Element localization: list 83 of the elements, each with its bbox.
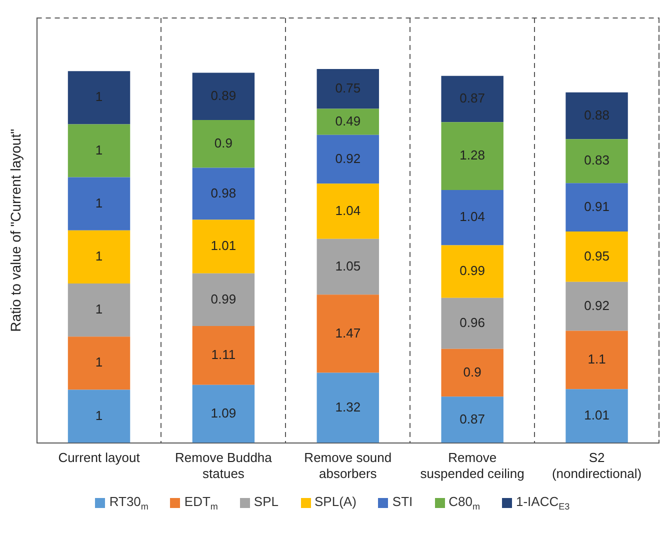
bar: [566, 389, 628, 443]
bar: [441, 245, 504, 298]
data-label: 1.01: [584, 408, 610, 423]
data-label: 1: [95, 408, 103, 423]
data-label: 1.09: [210, 405, 236, 420]
data-label: 0.99: [460, 263, 485, 278]
bar: [566, 282, 628, 331]
legend-label: C80$_{m}$: [448, 494, 480, 512]
bar: [441, 122, 504, 190]
data-label: 1.28: [460, 148, 485, 163]
data-label: 1: [95, 89, 103, 104]
bar: [68, 71, 130, 124]
bar: [316, 238, 380, 295]
data-label: 0.87: [460, 411, 485, 426]
data-label: 0.88: [584, 107, 610, 122]
x-tick-label: Remove sound absorbers: [304, 450, 392, 481]
legend-label: RT30$_{m}$: [109, 494, 148, 512]
bar: [192, 72, 255, 120]
x-tick-label: Remove Buddha statues: [175, 450, 273, 481]
legend-label: SPL(A): [314, 494, 356, 509]
data-label: 0.83: [584, 152, 610, 168]
bar: [192, 326, 255, 385]
bar: [68, 177, 130, 230]
data-label: 0.95: [584, 248, 610, 264]
bar: [566, 139, 628, 184]
data-label: 0.92: [335, 150, 361, 166]
bar: [68, 390, 130, 443]
bar: [441, 348, 504, 397]
bar: [192, 120, 255, 168]
bar: [316, 108, 380, 135]
bar: [192, 168, 255, 220]
data-label: 0.91: [584, 198, 610, 214]
bar: [316, 372, 380, 443]
data-label: 1.47: [335, 325, 361, 340]
bar: [316, 184, 380, 239]
data-label: 0.92: [584, 298, 610, 313]
data-label: 1: [95, 354, 103, 370]
legend-label: EDT$_{m}$: [184, 494, 218, 512]
data-label: 1.04: [460, 209, 485, 224]
bar: [566, 330, 628, 390]
bar: [566, 183, 628, 232]
y-axis-title: Ratio to value of "Current layout": [7, 128, 24, 332]
bar: [316, 134, 380, 184]
x-tick-label: S2 (nondirectional): [552, 450, 642, 481]
bar: [192, 273, 255, 326]
data-label: 1.1: [588, 352, 606, 367]
data-label: 1: [95, 248, 103, 264]
data-label: 0.87: [460, 90, 485, 106]
data-label: 0.96: [460, 314, 485, 330]
bar: [316, 68, 380, 109]
legend-label: STI: [392, 494, 413, 509]
data-label: 0.75: [335, 80, 361, 96]
bar: [192, 220, 255, 274]
data-label: 1: [95, 195, 103, 210]
data-label: 1.01: [210, 238, 236, 254]
data-label: 0.99: [210, 291, 236, 306]
data-label: 0.89: [210, 88, 236, 103]
x-tick-label: Current layout: [58, 450, 140, 466]
bar: [441, 76, 504, 122]
bar: [316, 294, 380, 373]
bar: [566, 231, 628, 282]
data-label: 0.49: [335, 113, 361, 128]
bar: [192, 384, 255, 443]
data-label: 1.11: [211, 347, 236, 362]
bar: [68, 124, 130, 178]
bar: [441, 298, 504, 349]
data-label: 0.9: [214, 135, 232, 150]
bar: [68, 284, 130, 337]
data-label: 1: [95, 302, 103, 317]
data-label: 1.05: [335, 258, 361, 274]
x-tick-label: Remove suspended ceiling: [420, 450, 524, 481]
legend-label: SPL: [254, 494, 278, 509]
bar: [68, 336, 130, 390]
bar: [441, 396, 504, 443]
data-label: 0.9: [463, 364, 482, 380]
data-label: 1.32: [335, 399, 361, 414]
bar: [566, 92, 628, 140]
data-label: 1: [95, 142, 103, 158]
bar: [441, 190, 504, 246]
data-label: 0.98: [210, 185, 236, 200]
legend-label: 1-IACC$_{E3}$: [516, 494, 570, 512]
bar: [68, 230, 130, 284]
data-label: 1.04: [335, 202, 361, 218]
